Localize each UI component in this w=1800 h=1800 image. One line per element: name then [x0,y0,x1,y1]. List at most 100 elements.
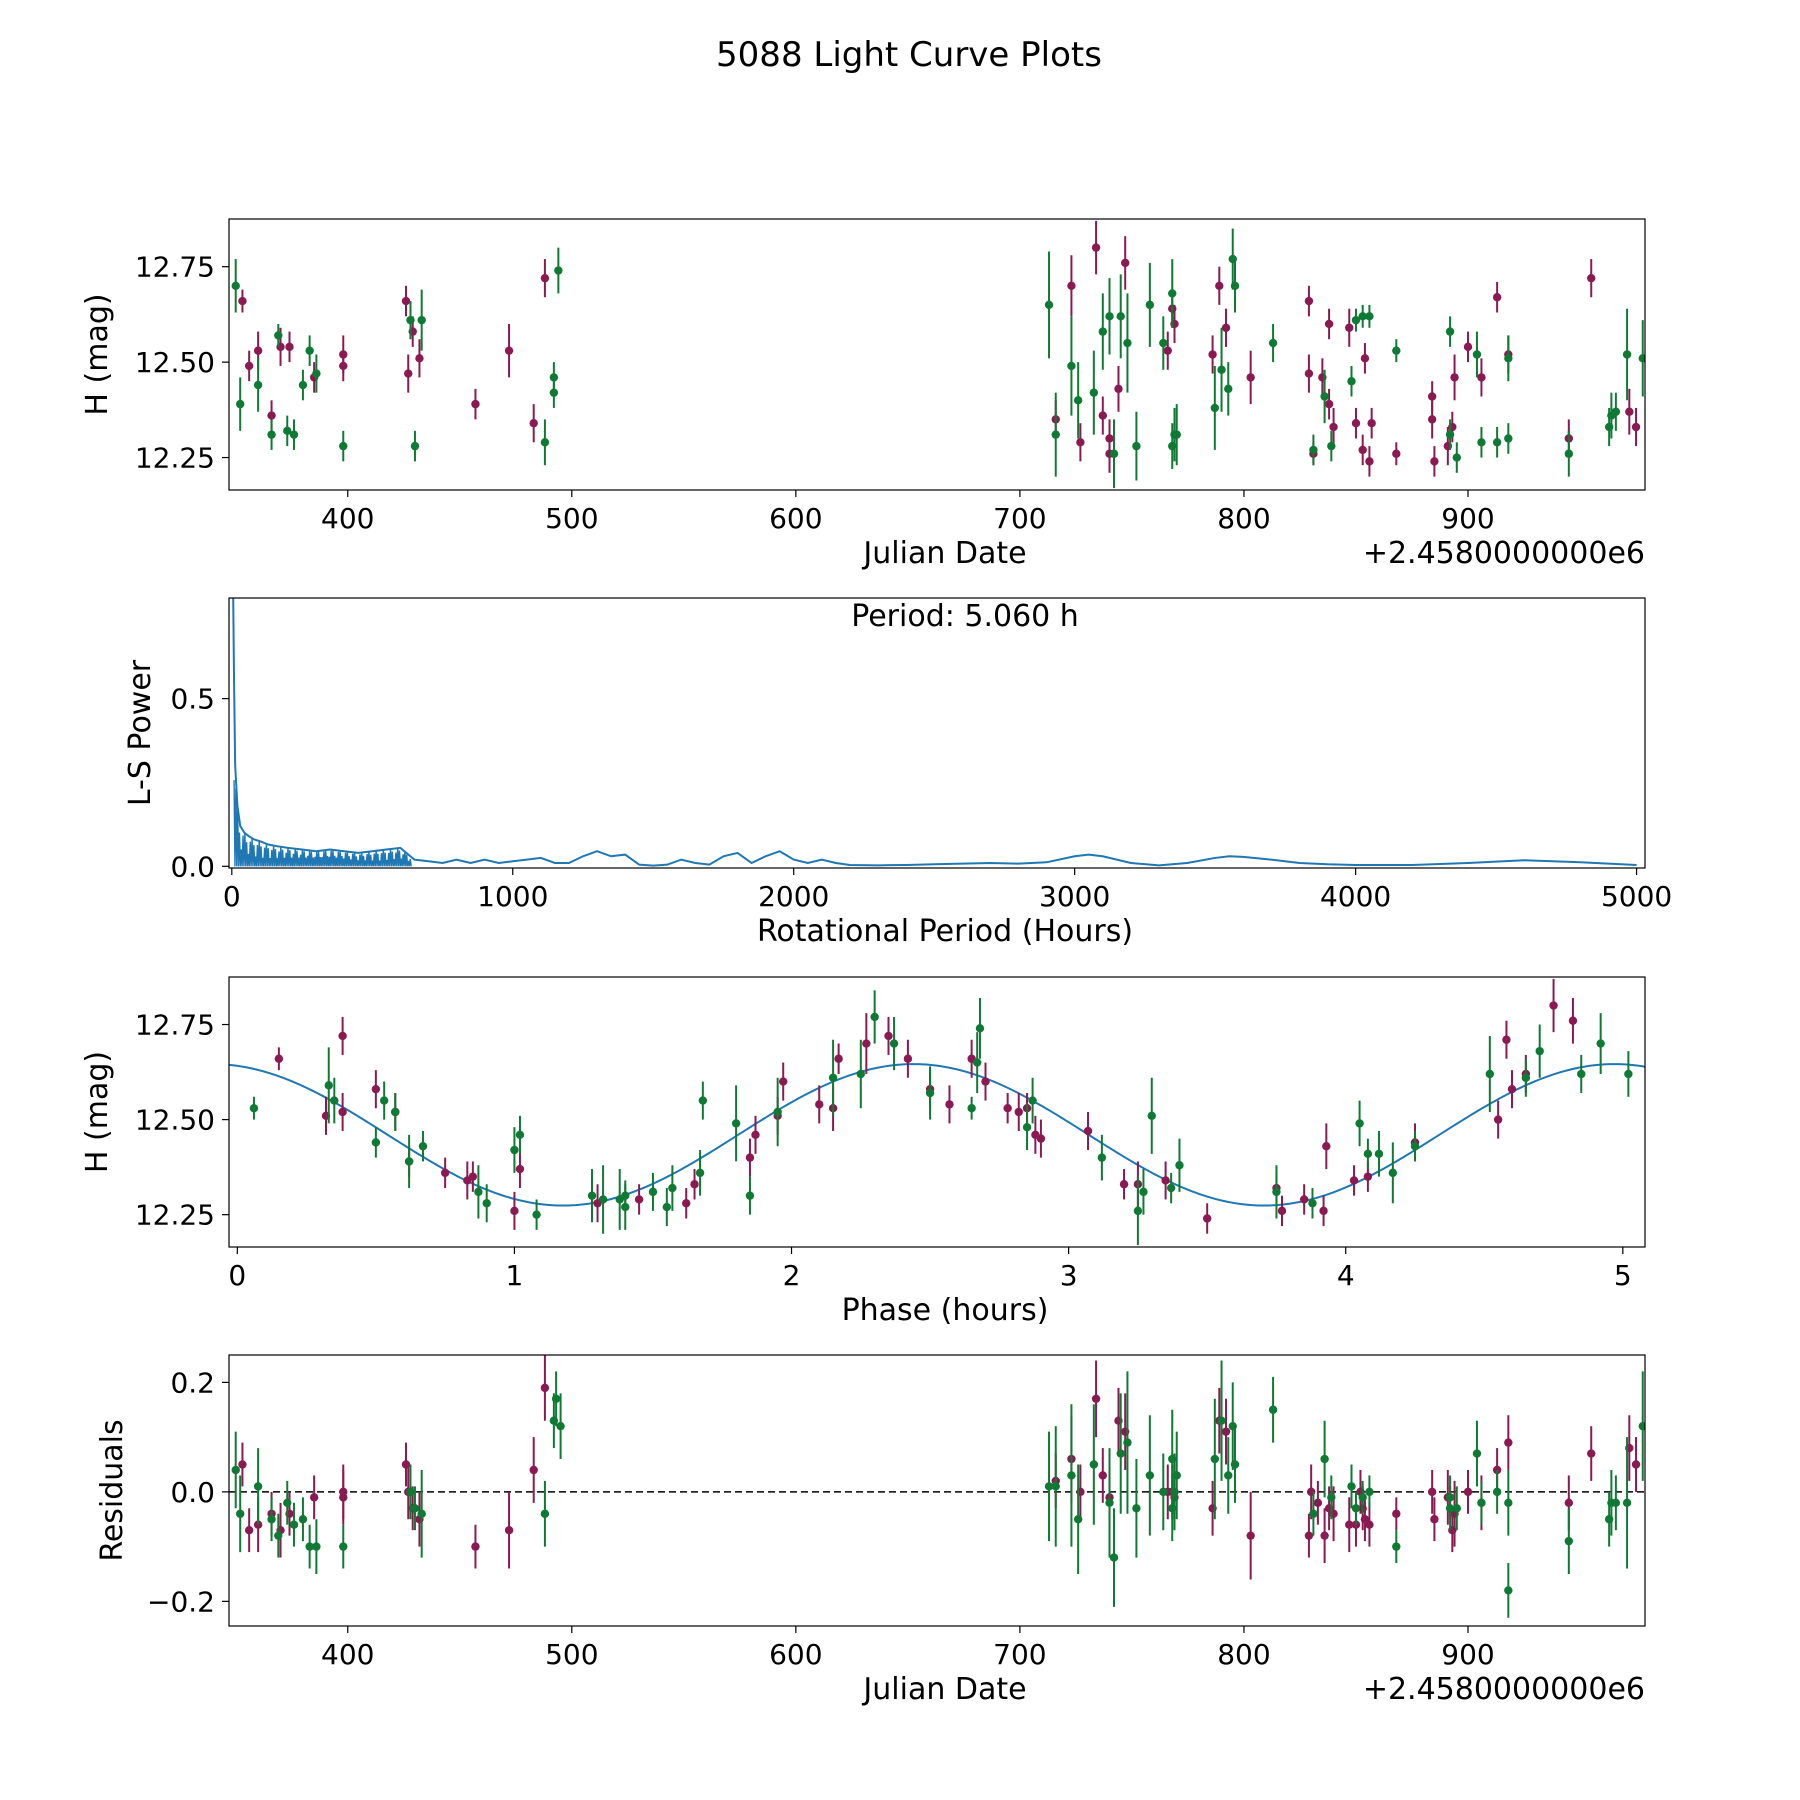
phased-data-point [598,1195,608,1204]
lightcurve-data-point [238,296,247,306]
lightcurve-data-point [1123,338,1132,348]
lightcurve-data-point [1631,422,1641,432]
lightcurve-data-point [1392,346,1401,355]
lightcurve-xlabel: Julian Date [861,536,1026,571]
residuals-data-point [1504,1498,1513,1508]
residuals-data-point [1452,1504,1461,1513]
lightcurve-data-point [1098,411,1107,420]
residuals-data-point [1463,1487,1473,1497]
phased-data-point [1175,1161,1184,1170]
lightcurve-data-point [1208,350,1217,359]
lightcurve-xtick-label: 600 [769,502,822,535]
phased-data-point [1349,1176,1359,1185]
lightcurve-data-point [1427,415,1437,424]
phased-data-point [925,1088,935,1098]
residuals-x-offset-label: +2.4580000000e6 [1363,1672,1645,1707]
residuals-data-point [540,1509,550,1518]
phased-data-point [510,1206,519,1216]
lightcurve-data-point [1450,373,1459,382]
periodogram-ytick-label: 0.0 [170,850,215,883]
lightcurve-data-point [1304,369,1314,378]
phased-data-point [903,1054,913,1063]
phased-data-point [515,1164,525,1174]
lightcurve-series-a [238,220,1641,477]
lightcurve-data-point [415,354,424,363]
residuals-data-point [1073,1515,1083,1524]
lightcurve-data-point [554,266,563,275]
residuals-data-point [1320,1531,1329,1540]
residuals-data-point [1504,1438,1513,1447]
residuals-data-point [1587,1449,1596,1458]
phased-data-point [1139,1187,1148,1197]
lightcurve-data-point [1091,243,1101,252]
lightcurve-data-point [1051,430,1060,439]
residuals-data-point [312,1542,321,1551]
residuals-data-point [1327,1493,1336,1502]
phased-data-point [1410,1142,1420,1151]
residuals-data-point [1098,1471,1107,1480]
residuals-data-point [283,1498,292,1508]
lightcurve-data-point [504,346,514,355]
periodogram-axes-frame [228,597,1646,869]
phased-data-point [391,1107,400,1117]
residuals-data-point [1392,1542,1401,1551]
phased-data-point [1022,1123,1032,1132]
residuals-data-point [1044,1482,1054,1491]
lightcurve-data-point [1430,457,1439,466]
phased-data-point [1388,1168,1398,1178]
residuals-data-point [1116,1449,1125,1458]
phased-data-point [515,1130,525,1140]
residuals-data-point [298,1515,308,1524]
phased-data-point [1521,1073,1531,1082]
lightcurve-data-point [1320,392,1329,401]
residuals-data-point [253,1482,263,1491]
residuals-data-point [1309,1509,1318,1518]
lightcurve-data-point [1625,407,1634,416]
residuals-data-point [1320,1454,1329,1464]
lightcurve-data-point [267,430,276,439]
periodogram-power-line [232,598,1637,867]
periodogram-panel: 0 1000 2000 3000 4000 5000 0.0 0.5 Rotational Pe… [123,597,1672,949]
lightcurve-data-point [298,380,308,390]
phased-data-point [1299,1195,1309,1204]
periodogram-xtick-label: 3000 [1039,880,1110,913]
lightcurve-data-point [1367,419,1376,428]
lightcurve-data-point [410,441,420,451]
lightcurve-data-point [253,346,263,355]
lightcurve-data-point [1067,361,1076,371]
phased-data-point [1568,1016,1578,1025]
residuals-data-point [551,1394,561,1403]
lightcurve-data-point [1224,384,1233,394]
lightcurve-data-point [1358,312,1367,321]
lightcurve-data-point [1172,430,1181,439]
lightcurve-data-point [1622,350,1632,359]
residuals-data-point [556,1421,565,1431]
phased-data-point [1119,1180,1129,1189]
residuals-data-point [1351,1520,1361,1529]
residuals-data-point [1445,1504,1455,1513]
phased-data-point [773,1107,782,1117]
residuals-xtick-label: 900 [1441,1638,1494,1671]
phased-xtick-label: 0 [228,1259,246,1292]
residuals-data-point [1105,1498,1114,1508]
phased-data-point [981,1077,990,1086]
lightcurve-data-point [1564,449,1574,458]
lightcurve-data-point [1114,384,1123,394]
lightcurve-data-point [1067,281,1076,290]
residuals-data-point [529,1465,538,1475]
lightcurve-data-point [1044,300,1054,310]
phased-data-point [249,1103,259,1113]
phased-data-point [634,1195,644,1204]
lightcurve-data-point [1159,338,1168,348]
lightcurve-data-point [1168,289,1177,298]
lightcurve-data-point [236,399,245,409]
phased-data-point [1277,1206,1287,1216]
lightcurve-data-point [274,331,283,340]
phased-data-point [751,1130,760,1140]
lightcurve-data-point [1246,373,1255,382]
residuals-xtick-label: 700 [993,1638,1046,1671]
phased-data-point [1322,1142,1331,1151]
periodogram-xtick-label: 2000 [758,880,829,913]
lightcurve-data-point [1121,258,1130,268]
lightcurve-data-point [401,296,411,306]
